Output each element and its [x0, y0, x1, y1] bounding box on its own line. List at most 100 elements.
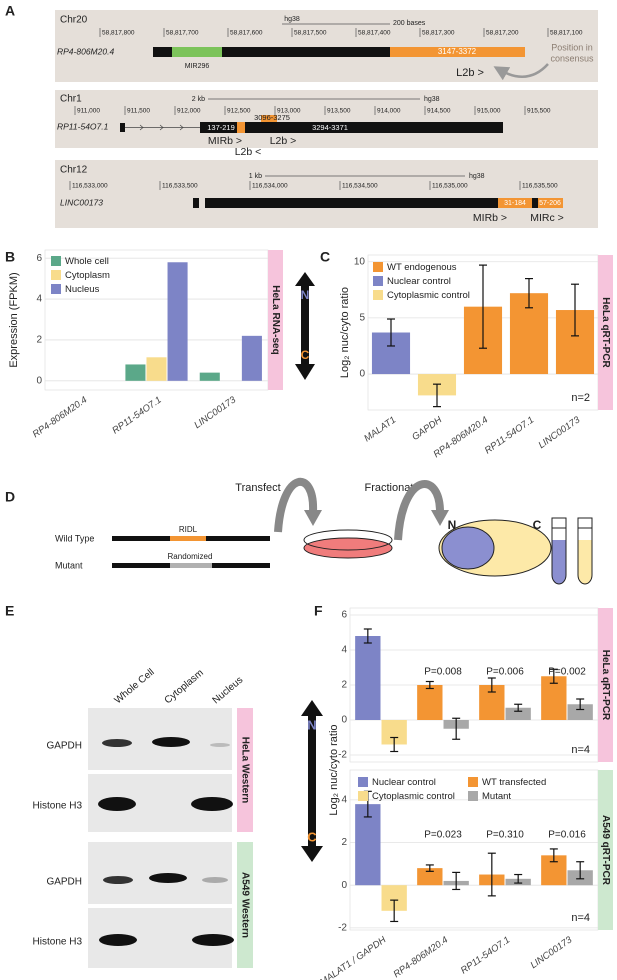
- coordinate: 911,000: [77, 108, 100, 115]
- note: consensus: [550, 53, 594, 63]
- x-tick-label: LINC00173: [536, 414, 582, 451]
- bar: [505, 707, 531, 720]
- coordinate: 58,817,400: [358, 30, 391, 37]
- arrow: [274, 477, 318, 533]
- feature-label: 31-184: [504, 200, 526, 207]
- y-tick-label: 0: [359, 369, 365, 380]
- feature-label: 3147-3372: [438, 47, 477, 56]
- bar: [355, 804, 381, 886]
- x-tick-label: MALAT1 / GAPDH: [318, 934, 388, 980]
- coordinate: 58,817,600: [230, 30, 263, 37]
- gene: RP4-806M20.4: [57, 46, 114, 56]
- coordinate: 911,500: [127, 108, 150, 115]
- legend-swatch: [373, 262, 383, 272]
- x-tick-label: RP4-806M20.4: [31, 395, 90, 441]
- coordinate: 914,500: [427, 108, 451, 115]
- column-label: Whole Cell: [113, 667, 157, 707]
- feature: [237, 122, 245, 133]
- region: [170, 536, 206, 541]
- coordinate: 913,500: [327, 108, 351, 115]
- feature-label: MIR296: [185, 63, 210, 70]
- annotation: P=0.023: [424, 830, 462, 841]
- repeat-label: MIRb >: [208, 135, 242, 147]
- feature-label: 3096-3275: [254, 113, 290, 122]
- annotation: P=0.008: [424, 667, 462, 678]
- step: Transfect: [235, 482, 280, 494]
- panel-label: D: [5, 489, 15, 505]
- repeat-label: L2b <: [235, 146, 262, 158]
- coordinate: 58,817,100: [550, 30, 583, 37]
- x-tick-label: LINC00173: [528, 934, 574, 971]
- scale: 200 bases: [393, 20, 426, 27]
- coordinate: 914,000: [377, 108, 401, 115]
- legend-label: Cytoplasmic control: [387, 290, 470, 301]
- y-axis-label: Log₂ nuc/cyto ratio: [328, 724, 340, 815]
- feature: [390, 47, 525, 57]
- x-tick-label: RP11-54O7.1: [483, 415, 536, 457]
- y-tick-label: 4: [36, 294, 42, 305]
- x-tick-label: RP4-806M20.4: [392, 935, 451, 980]
- blot: [88, 842, 232, 904]
- legend-label: Whole cell: [65, 256, 109, 267]
- exon: [120, 123, 125, 132]
- bar: [199, 372, 220, 381]
- feature: [538, 198, 563, 208]
- note: n=4: [571, 744, 590, 756]
- feature-label: 137-219: [207, 123, 235, 132]
- annotation: P=0.310: [486, 830, 524, 841]
- coordinate: 915,000: [477, 108, 501, 115]
- scale: 1 kb: [249, 173, 262, 180]
- column-label: Nucleus: [211, 675, 246, 707]
- strip: [598, 608, 613, 762]
- strip-label: HeLa qRT-PCR: [600, 297, 611, 368]
- annotation: P=0.016: [548, 830, 586, 841]
- dish: [303, 537, 393, 559]
- nc-arrow: [295, 272, 315, 380]
- bar: [167, 262, 188, 381]
- feature-label: 57-206: [539, 200, 561, 207]
- panel-label: C: [320, 249, 330, 265]
- coordinate: 58,817,200: [486, 30, 519, 37]
- gene: LINC00173: [60, 197, 103, 207]
- compartment: N: [448, 518, 457, 532]
- coordinate: 913,000: [277, 108, 301, 115]
- legend-label: Mutant: [482, 791, 511, 802]
- row-label: GAPDH: [46, 877, 82, 888]
- coordinate: 58,817,700: [166, 30, 199, 37]
- strip: [598, 770, 613, 930]
- legend-label: WT endogenous: [387, 262, 457, 273]
- strip: [237, 708, 253, 832]
- column-label: Cytoplasm: [163, 668, 206, 707]
- repeat-label: L2b >: [270, 135, 297, 147]
- y-tick-label: 4: [341, 645, 347, 656]
- coordinate: 915,500: [527, 108, 551, 115]
- region-label: RIDL: [179, 525, 198, 534]
- legend-label: WT transfected: [482, 777, 546, 788]
- note: n=2: [571, 392, 590, 404]
- step: Fractionate: [364, 482, 419, 494]
- track-box: [55, 10, 598, 82]
- bar: [241, 335, 262, 381]
- strip-label: HeLa qRT-PCR: [600, 650, 611, 721]
- arrow: [493, 63, 549, 81]
- feature: [172, 47, 222, 57]
- bar: [146, 357, 167, 381]
- strip: [237, 842, 253, 968]
- strip-label: A549 qRT-PCR: [600, 815, 611, 886]
- chrom: Chr1: [60, 94, 82, 105]
- row-label: Histone H3: [33, 801, 83, 812]
- coordinate: 58,817,500: [294, 30, 327, 37]
- y-tick-label: 6: [36, 253, 42, 264]
- y-tick-label: 2: [341, 837, 347, 848]
- band: [102, 739, 132, 747]
- exon: [205, 198, 563, 208]
- row-label: Histone H3: [33, 937, 83, 948]
- strip: [268, 250, 283, 390]
- y-tick-label: -2: [338, 923, 347, 934]
- y-tick-label: 10: [354, 256, 366, 267]
- chrom: Chr12: [60, 165, 88, 176]
- tube-fill: [578, 540, 592, 584]
- band: [192, 934, 234, 946]
- note: Position in: [551, 42, 593, 52]
